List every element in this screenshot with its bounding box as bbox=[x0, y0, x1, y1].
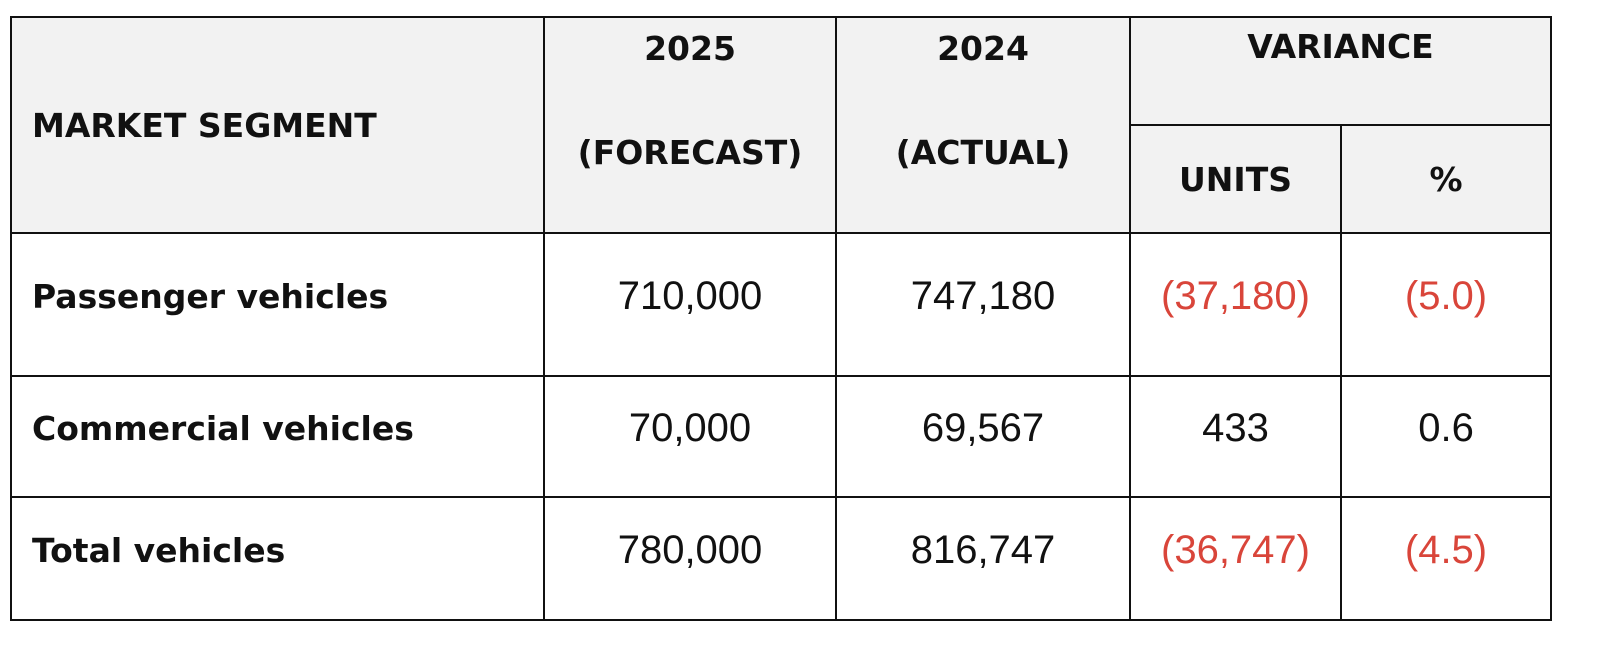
header-2024-actual: 2024 (ACTUAL) bbox=[835, 16, 1131, 234]
header-variance: VARIANCE bbox=[1128, 16, 1553, 126]
row-forecast-2025: 710,000 bbox=[543, 232, 837, 377]
row-segment: Commercial vehicles bbox=[10, 375, 545, 498]
header-2025-year: 2025 bbox=[644, 29, 736, 68]
header-market-segment: MARKET SEGMENT bbox=[10, 16, 545, 234]
header-percent-label: % bbox=[1429, 159, 1463, 199]
row-variance-units: 433 bbox=[1129, 375, 1342, 498]
row-variance-percent: (4.5) bbox=[1339, 496, 1553, 621]
header-2025-note: (FORECAST) bbox=[577, 133, 803, 172]
header-variance-percent: % bbox=[1339, 124, 1553, 234]
table-row: Passenger vehicles 710,000 747,180 (37,1… bbox=[10, 232, 1553, 377]
row-forecast-2025: 780,000 bbox=[543, 496, 837, 621]
header-market-segment-label: MARKET SEGMENT bbox=[32, 105, 377, 145]
row-variance-percent: (5.0) bbox=[1339, 232, 1553, 377]
row-forecast-2025: 70,000 bbox=[543, 375, 837, 498]
header-variance-label: VARIANCE bbox=[1247, 27, 1434, 66]
header-variance-units: UNITS bbox=[1129, 124, 1342, 234]
row-segment: Passenger vehicles bbox=[10, 232, 545, 377]
row-actual-2024: 69,567 bbox=[835, 375, 1131, 498]
header-2024-note: (ACTUAL) bbox=[895, 133, 1071, 172]
row-segment: Total vehicles bbox=[10, 496, 545, 621]
row-actual-2024: 816,747 bbox=[835, 496, 1131, 621]
table-row: Total vehicles 780,000 816,747 (36,747) … bbox=[10, 496, 1553, 621]
row-actual-2024: 747,180 bbox=[835, 232, 1131, 377]
table-row: Commercial vehicles 70,000 69,567 433 0.… bbox=[10, 375, 1553, 498]
header-2025-forecast: 2025 (FORECAST) bbox=[543, 16, 837, 234]
row-variance-percent: 0.6 bbox=[1339, 375, 1553, 498]
row-variance-units: (36,747) bbox=[1129, 496, 1342, 621]
vehicle-sales-table: MARKET SEGMENT 2025 (FORECAST) 2024 (ACT… bbox=[10, 16, 1553, 621]
header-units-label: UNITS bbox=[1179, 159, 1292, 199]
header-2024-year: 2024 bbox=[937, 29, 1029, 68]
row-variance-units: (37,180) bbox=[1129, 232, 1342, 377]
